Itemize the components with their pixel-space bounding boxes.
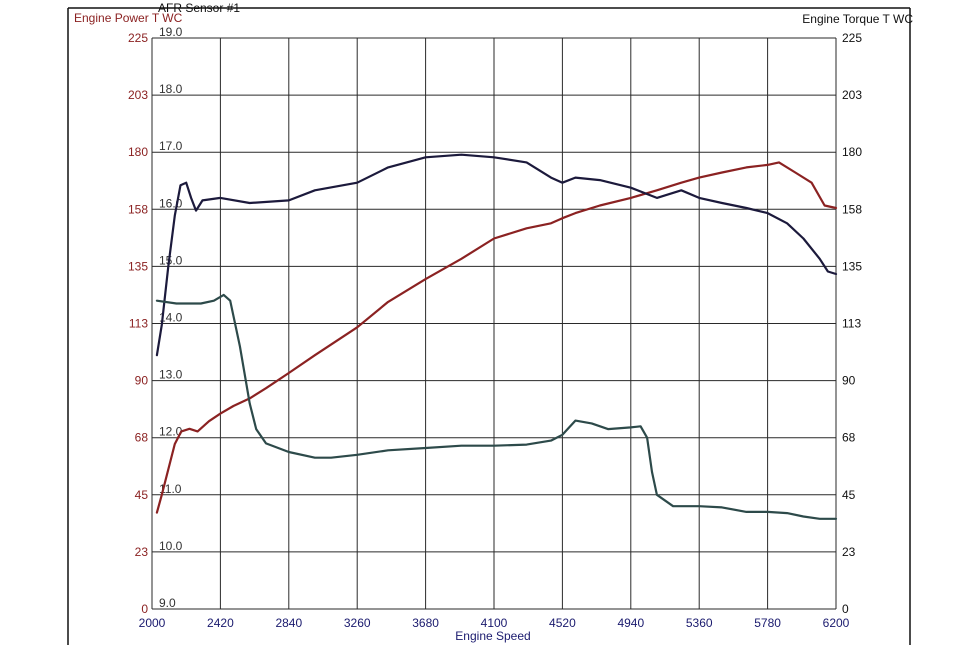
afr-tick-label: 19.0 — [159, 25, 183, 39]
afr-tick-label: 10.0 — [159, 539, 183, 553]
left-tick-label: 90 — [135, 374, 149, 388]
right-tick-label: 135 — [842, 259, 862, 273]
right-tick-label: 23 — [842, 545, 856, 559]
afr-tick-label: 13.0 — [159, 368, 183, 382]
x-tick-label: 4940 — [617, 616, 644, 630]
left-tick-labels: 0 23 45 68 90 113 135 158 180 203 225 — [128, 31, 148, 616]
series-layer — [155, 153, 838, 520]
left-tick-label: 0 — [141, 602, 148, 616]
right-tick-label: 90 — [842, 374, 856, 388]
x-tick-label: 4520 — [549, 616, 576, 630]
series-line-engine-torque-t-wc — [155, 153, 838, 357]
right-tick-label: 180 — [842, 145, 862, 159]
afr-axis-title: AFR Sensor #1 — [158, 1, 240, 15]
left-tick-label: 135 — [128, 259, 148, 273]
x-tick-label: 3260 — [344, 616, 371, 630]
x-tick-label: 2420 — [207, 616, 234, 630]
left-tick-label: 158 — [128, 202, 148, 216]
afr-tick-label: 18.0 — [159, 82, 183, 96]
x-tick-label: 4100 — [481, 616, 508, 630]
afr-tick-label: 12.0 — [159, 425, 183, 439]
afr-tick-label: 15.0 — [159, 253, 183, 267]
right-tick-label: 0 — [842, 602, 849, 616]
x-tick-label: 2840 — [275, 616, 302, 630]
right-axis-title: Engine Torque T WC — [802, 12, 913, 26]
right-tick-labels: 0 23 45 68 90 113 135 158 180 203 225 — [842, 31, 862, 616]
afr-tick-label: 14.0 — [159, 311, 183, 325]
x-tick-label: 2000 — [139, 616, 166, 630]
left-tick-label: 203 — [128, 88, 148, 102]
x-tick-label: 6200 — [823, 616, 850, 630]
left-tick-label: 180 — [128, 145, 148, 159]
right-tick-label: 225 — [842, 31, 862, 45]
left-tick-label: 23 — [135, 545, 149, 559]
right-tick-label: 158 — [842, 202, 862, 216]
x-tick-labels: 2000 2420 2840 3260 3680 4100 4520 4940 5360 5780… — [139, 616, 850, 630]
left-axis-title: Engine Power T WC — [74, 11, 183, 25]
left-tick-label: 225 — [128, 31, 148, 45]
x-tick-label: 5360 — [686, 616, 713, 630]
grid — [151, 37, 837, 610]
right-tick-label: 113 — [842, 317, 861, 331]
series-line-engine-power-t-wc — [155, 161, 838, 514]
right-tick-label: 68 — [842, 431, 856, 445]
left-tick-label: 45 — [135, 488, 149, 502]
x-axis-title: Engine Speed — [455, 629, 530, 643]
x-tick-label: 3680 — [412, 616, 439, 630]
right-tick-label: 203 — [842, 88, 862, 102]
left-tick-label: 68 — [135, 431, 149, 445]
left-tick-label: 113 — [129, 317, 148, 331]
x-tick-label: 5780 — [754, 616, 781, 630]
afr-tick-label: 17.0 — [159, 139, 183, 153]
right-tick-label: 45 — [842, 488, 856, 502]
afr-tick-label: 9.0 — [159, 596, 176, 610]
series-line-afr-sensor-1 — [155, 293, 838, 520]
